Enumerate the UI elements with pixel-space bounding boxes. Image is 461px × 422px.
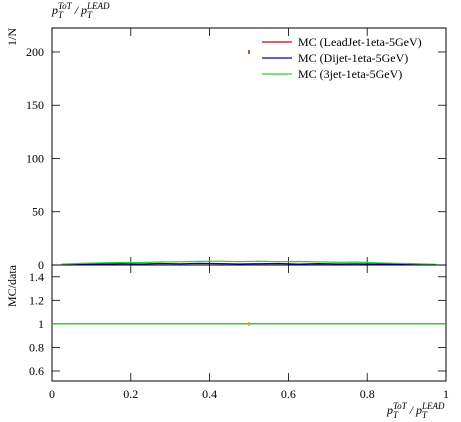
- label-part: /: [407, 403, 416, 417]
- y-tick-label: 0.6: [29, 364, 44, 378]
- x-axis-label: pTToT / pTLEAD: [386, 401, 445, 420]
- data-line: [61, 260, 437, 265]
- x-tick-label: 0: [49, 387, 55, 401]
- label-part: ToT: [393, 401, 408, 411]
- label-part: p: [415, 403, 422, 417]
- x-tick-label: 0.4: [202, 387, 217, 401]
- x-tick-label: 0.8: [360, 387, 375, 401]
- label-part: T: [393, 410, 399, 420]
- plot-frame: [51, 264, 447, 382]
- label-part: T: [422, 410, 428, 420]
- legend-label: MC (LeadJet-1eta-5GeV): [298, 35, 422, 49]
- y-tick-label: 50: [32, 205, 44, 219]
- label-part: p: [80, 3, 87, 17]
- label-part: /: [72, 3, 81, 17]
- label-part: LEAD: [421, 401, 445, 411]
- x-tick-label: 0.6: [281, 387, 296, 401]
- y-tick-label: 0.8: [29, 340, 44, 354]
- legend-label: MC (3jet-1eta-5GeV): [298, 67, 402, 81]
- label-part: LEAD: [86, 1, 110, 11]
- y-tick-label: 100: [26, 151, 44, 165]
- label-part: ToT: [58, 1, 73, 11]
- label-part: p: [51, 3, 58, 17]
- label-part: T: [58, 10, 64, 20]
- data-line: [61, 262, 437, 266]
- y-tick-label: 1.4: [29, 270, 44, 284]
- y-tick-label: 1.2: [29, 293, 44, 307]
- y-tick-label: 200: [26, 45, 44, 59]
- chart-title: pTToT / pTLEAD: [51, 1, 110, 20]
- y-tick-label: 150: [26, 98, 44, 112]
- x-tick-label: 1: [443, 387, 449, 401]
- y-axis-label: MC/data: [5, 264, 19, 307]
- y-axis-label: 1/N: [5, 28, 19, 46]
- y-tick-label: 0: [38, 258, 44, 272]
- label-part: p: [386, 403, 393, 417]
- legend-label: MC (Dijet-1eta-5GeV): [298, 51, 408, 65]
- y-tick-label: 1: [38, 317, 44, 331]
- x-tick-label: 0.2: [123, 387, 138, 401]
- label-part: T: [87, 10, 93, 20]
